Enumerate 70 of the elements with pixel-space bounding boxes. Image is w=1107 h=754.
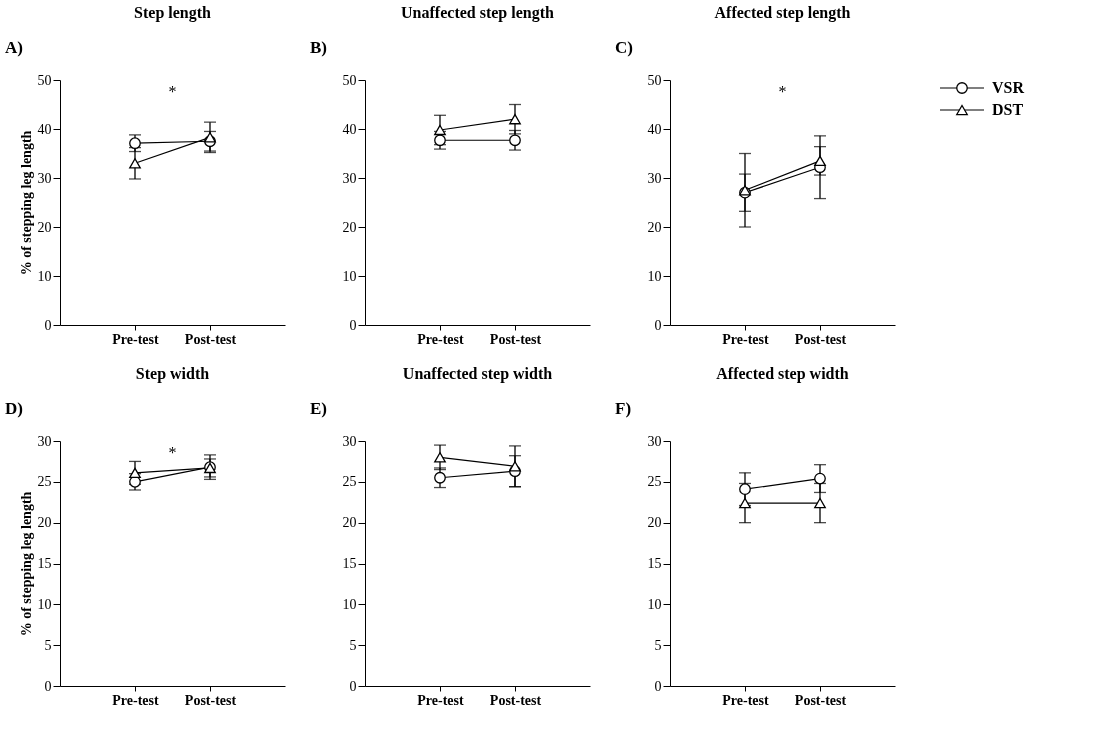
y-tick-label: 30 — [342, 170, 357, 186]
text: C) — [615, 38, 633, 57]
text: F) — [615, 399, 632, 418]
x-tick-label: Pre-test — [722, 692, 770, 708]
x-tick-label: Post-test — [184, 331, 237, 347]
y-tick-label: 5 — [349, 637, 357, 653]
text: E) — [310, 399, 327, 418]
y-tick-label: 15 — [647, 556, 662, 571]
y-tick-label: 10 — [342, 268, 357, 284]
chart-title: Unaffected step width — [402, 365, 553, 383]
chart-title: Step width — [135, 365, 210, 383]
y-tick-label: 30 — [647, 170, 662, 186]
y-tick-label: 10 — [647, 596, 662, 612]
x-tick-label: Post-test — [794, 331, 847, 347]
x-tick-label: Post-test — [184, 692, 237, 708]
x-tick-label: Post-test — [794, 692, 847, 708]
y-tick-label: 20 — [647, 515, 662, 531]
y-tick-label: 40 — [342, 121, 357, 137]
x-tick-label: Pre-test — [112, 692, 160, 708]
y-tick-label: 25 — [37, 474, 52, 490]
y-tick-label: 15 — [342, 556, 357, 571]
text: B) — [310, 38, 327, 57]
y-tick-label: 0 — [349, 317, 357, 333]
y-tick-label: 30 — [37, 433, 52, 449]
y-tick-label: 15 — [37, 556, 52, 571]
y-axis-title: % of stepping leg length — [18, 491, 34, 637]
y-tick-label: 50 — [342, 72, 357, 88]
annotation: * — [778, 83, 787, 100]
text: D) — [5, 399, 23, 418]
chart-title: Affected step length — [714, 4, 851, 22]
y-tick-label: 5 — [44, 637, 52, 653]
y-tick-label: 40 — [37, 121, 52, 137]
y-tick-label: 5 — [654, 637, 662, 653]
x-tick-label: Post-test — [489, 331, 542, 347]
y-tick-label: 30 — [37, 170, 52, 186]
y-tick-label: 10 — [37, 268, 52, 284]
y-tick-label: 10 — [37, 596, 52, 612]
y-tick-label: 50 — [647, 72, 662, 88]
y-tick-label: 0 — [44, 678, 52, 694]
y-tick-label: 30 — [342, 433, 357, 449]
x-tick-label: Pre-test — [112, 331, 160, 347]
x-tick-label: Pre-test — [417, 692, 465, 708]
annotation: * — [168, 83, 177, 100]
chart-title: Step length — [134, 4, 212, 22]
chart-title: Affected step width — [716, 365, 849, 383]
y-tick-label: 10 — [342, 596, 357, 612]
y-tick-label: 50 — [37, 72, 52, 88]
x-tick-label: Pre-test — [417, 331, 465, 347]
y-tick-label: 30 — [647, 433, 662, 449]
y-tick-label: 0 — [349, 678, 357, 694]
y-tick-label: 20 — [342, 515, 357, 531]
y-tick-label: 20 — [37, 219, 52, 235]
legend-label: VSR — [992, 79, 1025, 96]
y-tick-label: 25 — [647, 474, 662, 490]
x-tick-label: Pre-test — [722, 331, 770, 347]
annotation: * — [168, 444, 177, 461]
legend-label: DST — [992, 101, 1024, 118]
y-tick-label: 20 — [37, 515, 52, 531]
y-axis-title: % of stepping leg length — [18, 130, 34, 276]
y-tick-label: 20 — [342, 219, 357, 235]
y-tick-label: 10 — [647, 268, 662, 284]
chart-title: Unaffected step length — [401, 4, 555, 22]
x-tick-label: Post-test — [489, 692, 542, 708]
y-tick-label: 0 — [654, 678, 662, 694]
text: A) — [5, 38, 23, 57]
y-tick-label: 25 — [342, 474, 357, 490]
y-tick-label: 0 — [44, 317, 52, 333]
y-tick-label: 0 — [654, 317, 662, 333]
y-tick-label: 20 — [647, 219, 662, 235]
y-tick-label: 40 — [647, 121, 662, 137]
